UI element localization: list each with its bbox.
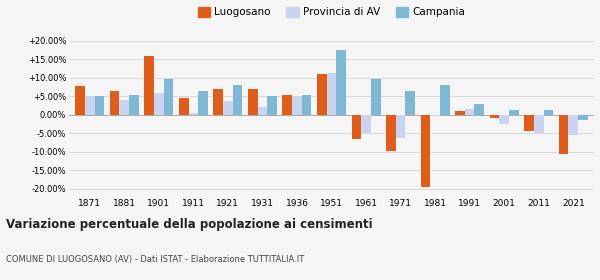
Text: COMUNE DI LUOGOSANO (AV) - Dati ISTAT - Elaborazione TUTTITALIA.IT: COMUNE DI LUOGOSANO (AV) - Dati ISTAT - … — [6, 255, 304, 264]
Bar — [509, 110, 519, 115]
Bar — [144, 57, 154, 115]
Bar — [233, 85, 242, 115]
Bar — [223, 101, 233, 115]
Bar — [352, 115, 361, 139]
Bar — [490, 115, 499, 118]
Bar — [302, 95, 311, 115]
Bar — [524, 115, 534, 131]
Bar — [544, 110, 553, 115]
Bar — [119, 100, 129, 115]
Bar — [110, 91, 119, 115]
Bar — [129, 95, 139, 115]
Bar — [430, 115, 440, 116]
Bar — [214, 89, 223, 115]
Bar — [292, 95, 302, 115]
Bar — [386, 115, 396, 151]
Bar — [164, 79, 173, 115]
Bar — [475, 104, 484, 115]
Bar — [406, 91, 415, 115]
Legend: Luogosano, Provincia di AV, Campania: Luogosano, Provincia di AV, Campania — [193, 3, 470, 22]
Bar — [421, 115, 430, 187]
Bar — [85, 96, 95, 115]
Bar — [267, 95, 277, 115]
Bar — [188, 113, 198, 115]
Bar — [559, 115, 568, 153]
Bar — [317, 74, 326, 115]
Bar — [465, 109, 475, 115]
Bar — [534, 115, 544, 133]
Bar — [499, 115, 509, 124]
Bar — [95, 95, 104, 115]
Bar — [75, 86, 85, 115]
Bar — [396, 115, 406, 138]
Bar — [361, 115, 371, 132]
Bar — [371, 79, 380, 115]
Bar — [198, 91, 208, 115]
Bar — [154, 94, 164, 115]
Bar — [179, 98, 188, 115]
Bar — [248, 89, 257, 115]
Text: Variazione percentuale della popolazione ai censimenti: Variazione percentuale della popolazione… — [6, 218, 373, 231]
Bar — [326, 73, 337, 115]
Bar — [257, 108, 267, 115]
Bar — [283, 95, 292, 115]
Bar — [568, 115, 578, 135]
Bar — [337, 50, 346, 115]
Bar — [578, 115, 588, 120]
Bar — [440, 85, 449, 115]
Bar — [455, 111, 465, 115]
